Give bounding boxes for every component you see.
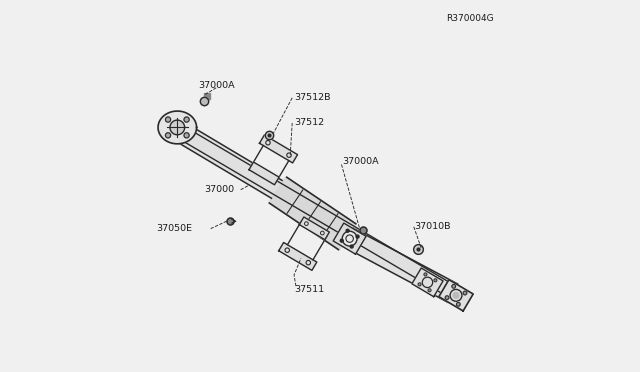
Circle shape [166, 133, 171, 138]
Polygon shape [279, 243, 317, 270]
Polygon shape [300, 217, 330, 240]
Circle shape [346, 229, 349, 232]
Circle shape [350, 245, 353, 248]
Polygon shape [176, 125, 459, 299]
Circle shape [424, 273, 427, 276]
Circle shape [356, 235, 359, 238]
Text: 37512: 37512 [294, 119, 324, 128]
Circle shape [184, 133, 189, 138]
Circle shape [342, 231, 357, 246]
Text: 37000: 37000 [205, 185, 235, 194]
Circle shape [340, 239, 343, 242]
Polygon shape [343, 228, 458, 303]
Circle shape [463, 291, 467, 295]
Polygon shape [333, 223, 366, 254]
Text: 37512B: 37512B [294, 93, 330, 102]
Circle shape [428, 289, 431, 292]
Text: 37010B: 37010B [415, 222, 451, 231]
Polygon shape [174, 122, 283, 199]
Circle shape [452, 285, 456, 288]
Text: 37050E: 37050E [156, 224, 192, 233]
Text: 37511: 37511 [294, 285, 324, 294]
Text: 37000A: 37000A [342, 157, 379, 166]
Circle shape [456, 302, 460, 306]
Circle shape [418, 283, 421, 286]
Circle shape [434, 279, 437, 282]
Text: 37000A: 37000A [198, 81, 234, 90]
Polygon shape [259, 135, 298, 163]
Polygon shape [249, 162, 279, 185]
Circle shape [445, 296, 449, 299]
Polygon shape [170, 120, 184, 135]
Polygon shape [412, 268, 443, 297]
Text: R370004G: R370004G [447, 14, 494, 23]
Circle shape [184, 117, 189, 122]
Polygon shape [439, 280, 473, 311]
Polygon shape [158, 111, 196, 144]
Polygon shape [269, 177, 356, 250]
Circle shape [166, 117, 171, 122]
Circle shape [453, 292, 459, 298]
